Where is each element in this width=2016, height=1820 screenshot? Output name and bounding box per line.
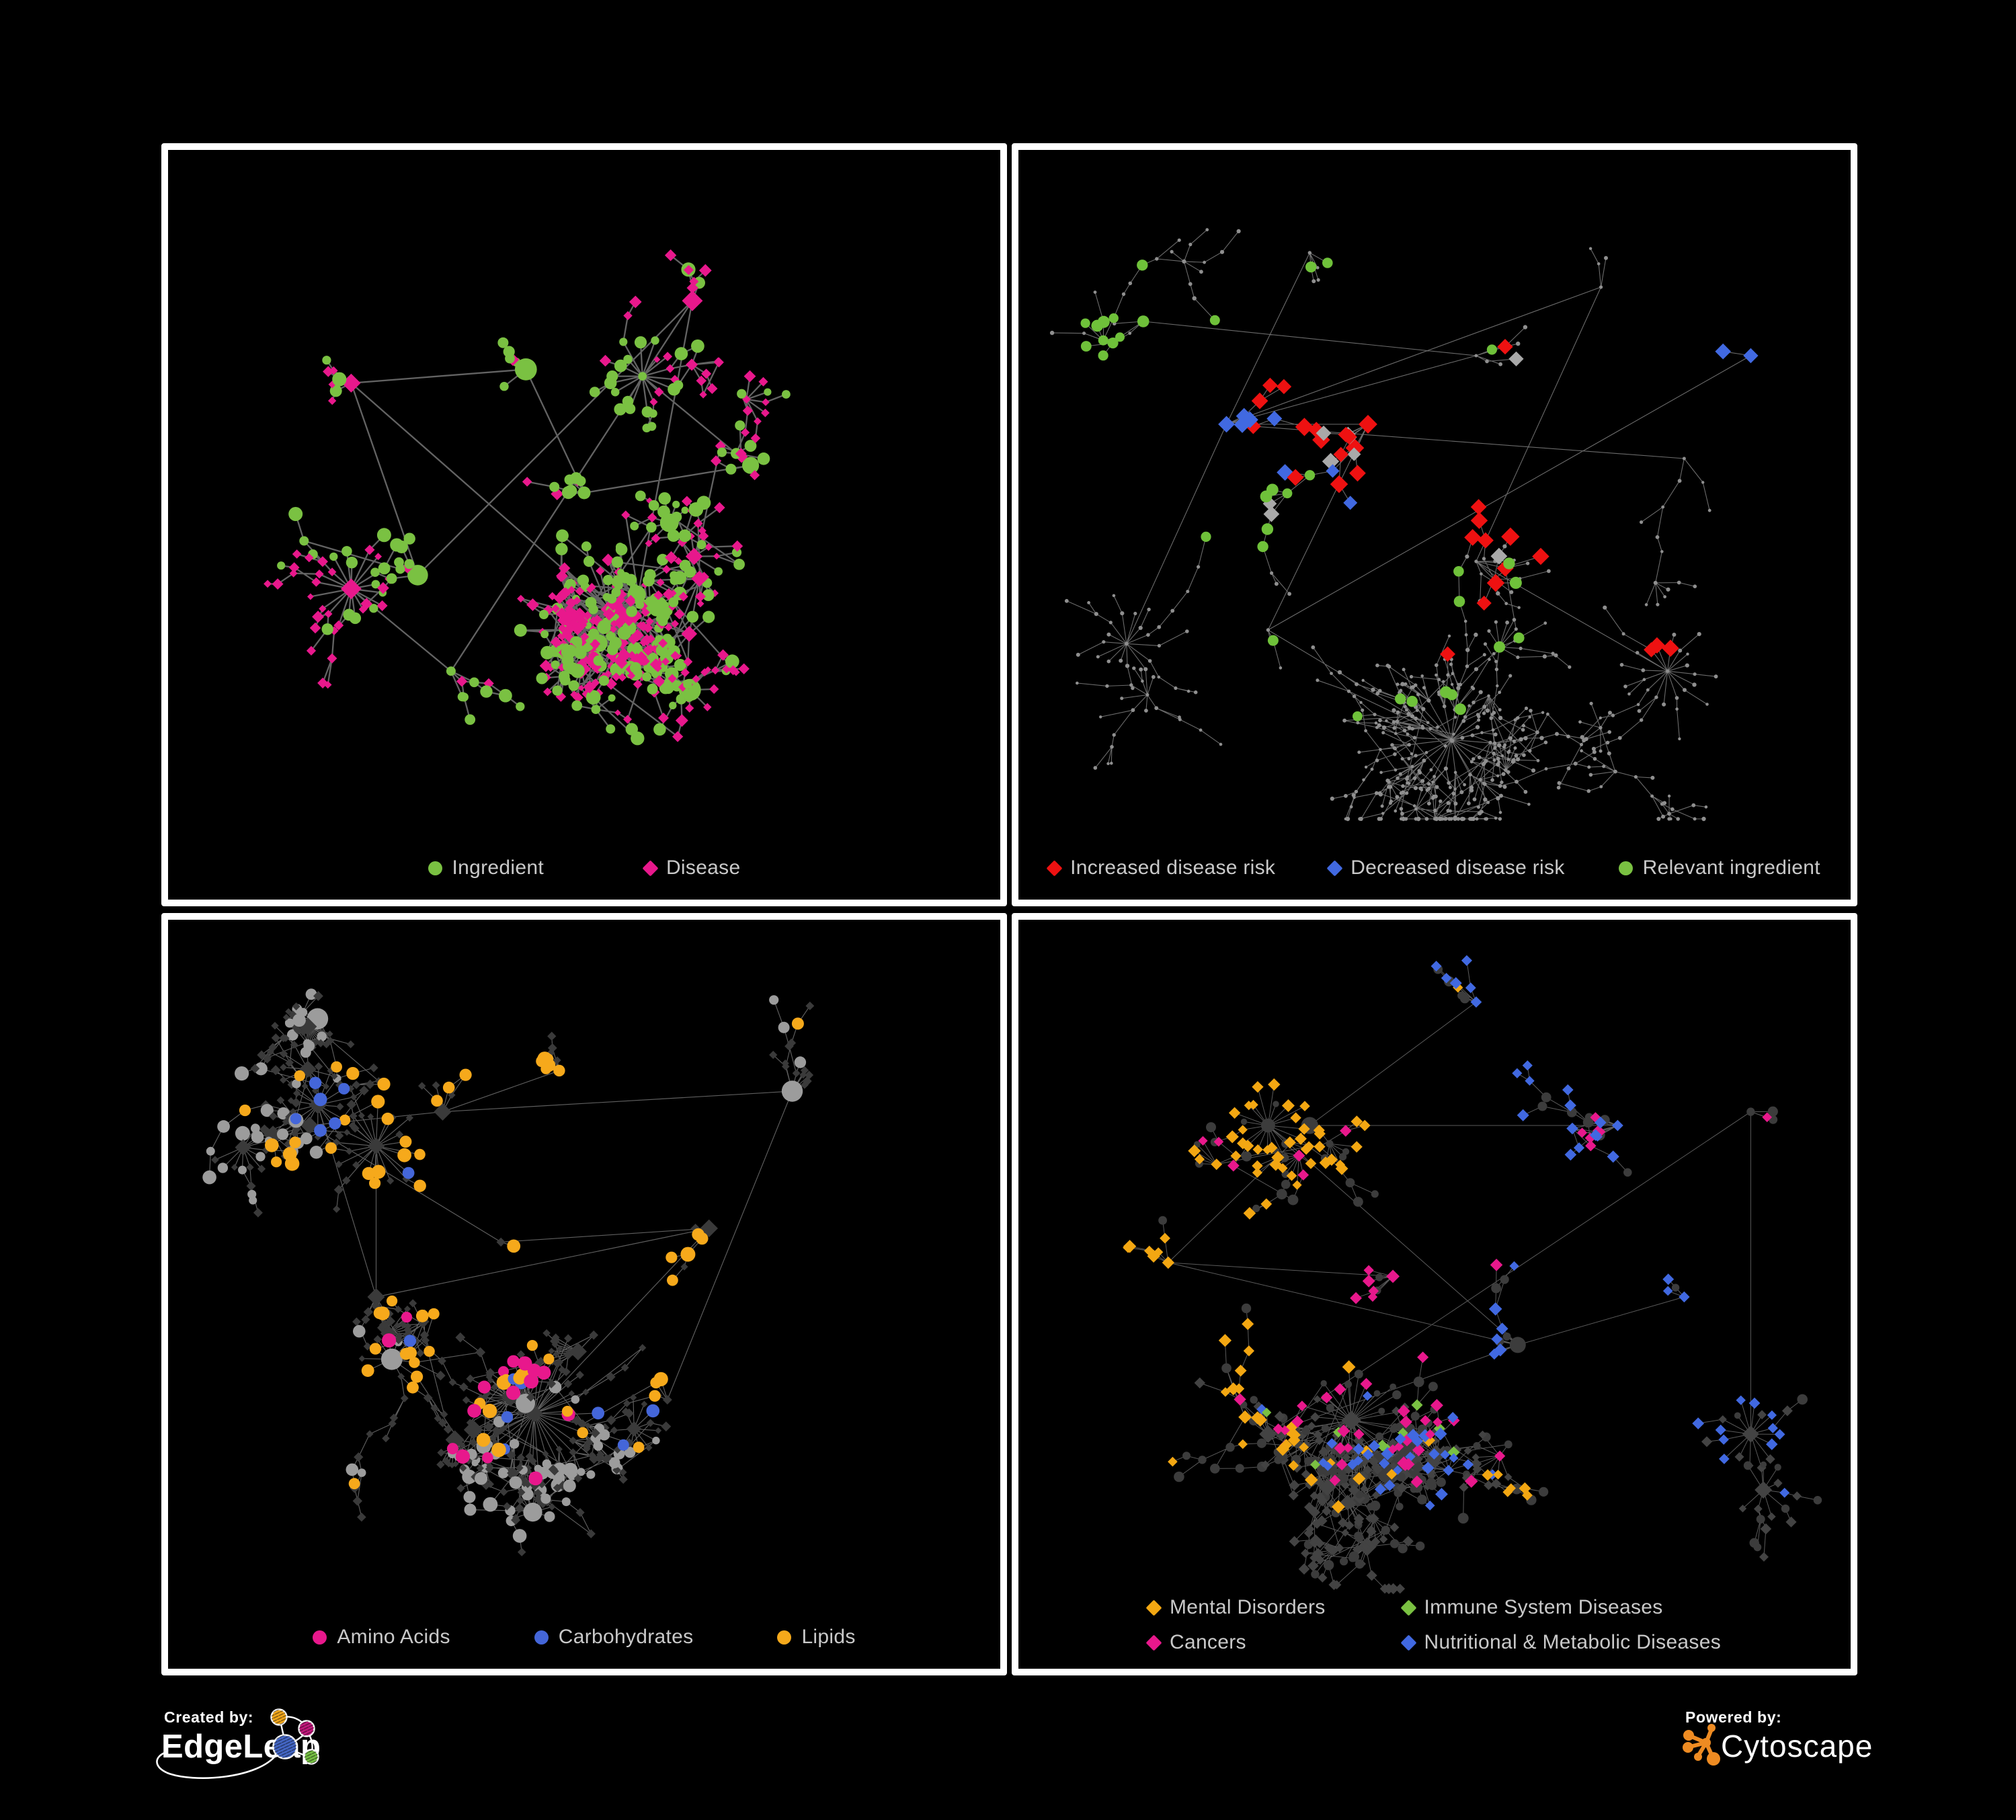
legend: Increased disease risk Decreased disease … bbox=[1018, 857, 1851, 879]
edgeleap-logo-icon bbox=[156, 1708, 319, 1779]
powered-by-label: Powered by: bbox=[1685, 1708, 1782, 1726]
diamond-marker bbox=[1046, 859, 1063, 877]
circle-marker bbox=[534, 1630, 549, 1645]
legend-label: Nutritional & Metabolic Diseases bbox=[1424, 1631, 1721, 1653]
legend-label: Carbohydrates bbox=[558, 1626, 694, 1648]
panel-disease-risk-network: Increased disease risk Decreased disease … bbox=[1012, 143, 1857, 906]
circle-marker bbox=[313, 1630, 327, 1645]
legend-label: Increased disease risk bbox=[1070, 857, 1276, 879]
legend-item-immune-system-diseases: Immune System Diseases bbox=[1400, 1596, 1721, 1619]
legend-item-disease: Disease bbox=[642, 857, 741, 879]
legend-label: Mental Disorders bbox=[1170, 1596, 1326, 1618]
diamond-marker bbox=[1145, 1599, 1162, 1616]
legend-item-lipids: Lipids bbox=[777, 1626, 855, 1649]
diamond-marker bbox=[1145, 1634, 1162, 1651]
legend-item-decreased-disease-risk: Decreased disease risk bbox=[1326, 857, 1565, 879]
network-graph bbox=[202, 988, 815, 1556]
legend-item-ingredient: Ingredient bbox=[428, 857, 544, 879]
legend: Mental Disorders Immune System Diseases Ca… bbox=[1018, 1596, 1851, 1654]
legend-label: Cancers bbox=[1170, 1631, 1246, 1653]
network-graph bbox=[1123, 955, 1822, 1595]
panel-macronutrient-network: Amino Acids Carbohydrates Lipids bbox=[161, 913, 1007, 1675]
legend-label: Immune System Diseases bbox=[1424, 1596, 1663, 1618]
legend-item-cancers: Cancers bbox=[1145, 1631, 1326, 1654]
legend-item-amino-acids: Amino Acids bbox=[313, 1626, 450, 1649]
legend-item-relevant-ingredient: Relevant ingredient bbox=[1618, 857, 1820, 879]
legend-label: Decreased disease risk bbox=[1350, 857, 1565, 879]
circle-marker bbox=[428, 861, 442, 875]
panel-disease-class-network: Mental Disorders Immune System Diseases Ca… bbox=[1012, 913, 1857, 1675]
panel-ingredient-disease-network: Ingredient Disease bbox=[161, 143, 1007, 906]
legend-label: Lipids bbox=[801, 1626, 856, 1648]
legend-item-mental-disorders: Mental Disorders bbox=[1145, 1596, 1326, 1619]
legend-item-increased-disease-risk: Increased disease risk bbox=[1046, 857, 1276, 879]
legend-item-carbohydrates: Carbohydrates bbox=[534, 1626, 694, 1649]
legend-label: Disease bbox=[666, 857, 741, 879]
circle-marker bbox=[1618, 861, 1633, 875]
created-by-label: Created by: bbox=[164, 1708, 254, 1726]
legend: Ingredient Disease bbox=[168, 857, 1000, 879]
cytoscape-logo-icon bbox=[1683, 1724, 1720, 1766]
diamond-marker bbox=[642, 859, 659, 877]
legend-label: Relevant ingredient bbox=[1642, 857, 1820, 879]
legend-item-nutritional-metabolic-diseases: Nutritional & Metabolic Diseases bbox=[1400, 1631, 1721, 1654]
legend: Amino Acids Carbohydrates Lipids bbox=[168, 1626, 1000, 1649]
diamond-marker bbox=[1400, 1599, 1417, 1616]
network-graph bbox=[264, 249, 791, 746]
circle-marker bbox=[777, 1630, 792, 1645]
legend-label: Ingredient bbox=[452, 857, 544, 879]
diamond-marker bbox=[1326, 859, 1343, 877]
network-graph bbox=[1049, 228, 1759, 822]
cytoscape-wordmark: Cytoscape bbox=[1721, 1729, 1873, 1764]
diamond-marker bbox=[1400, 1634, 1417, 1651]
legend-label: Amino Acids bbox=[337, 1626, 450, 1648]
